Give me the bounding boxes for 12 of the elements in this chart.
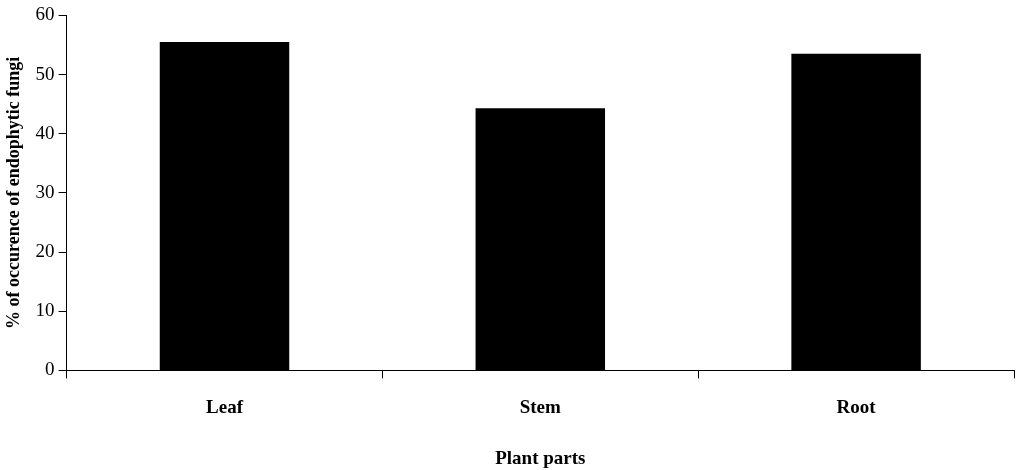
- y-tick-label: 50: [35, 62, 55, 84]
- x-tick-label: Stem: [519, 395, 562, 417]
- x-tick-label: Root: [836, 395, 877, 417]
- x-tick-label: Leaf: [206, 395, 244, 417]
- y-axis-title: % of occurence of endophytic fungi: [3, 56, 24, 329]
- y-tick-label: 20: [35, 240, 55, 262]
- y-tick-label: 30: [35, 180, 55, 202]
- y-tick-label: 10: [35, 299, 55, 321]
- y-tick-label: 0: [45, 358, 55, 380]
- y-tick-label: 60: [35, 3, 55, 25]
- x-axis-title: Plant parts: [495, 446, 586, 468]
- y-tick-label: 40: [35, 121, 55, 143]
